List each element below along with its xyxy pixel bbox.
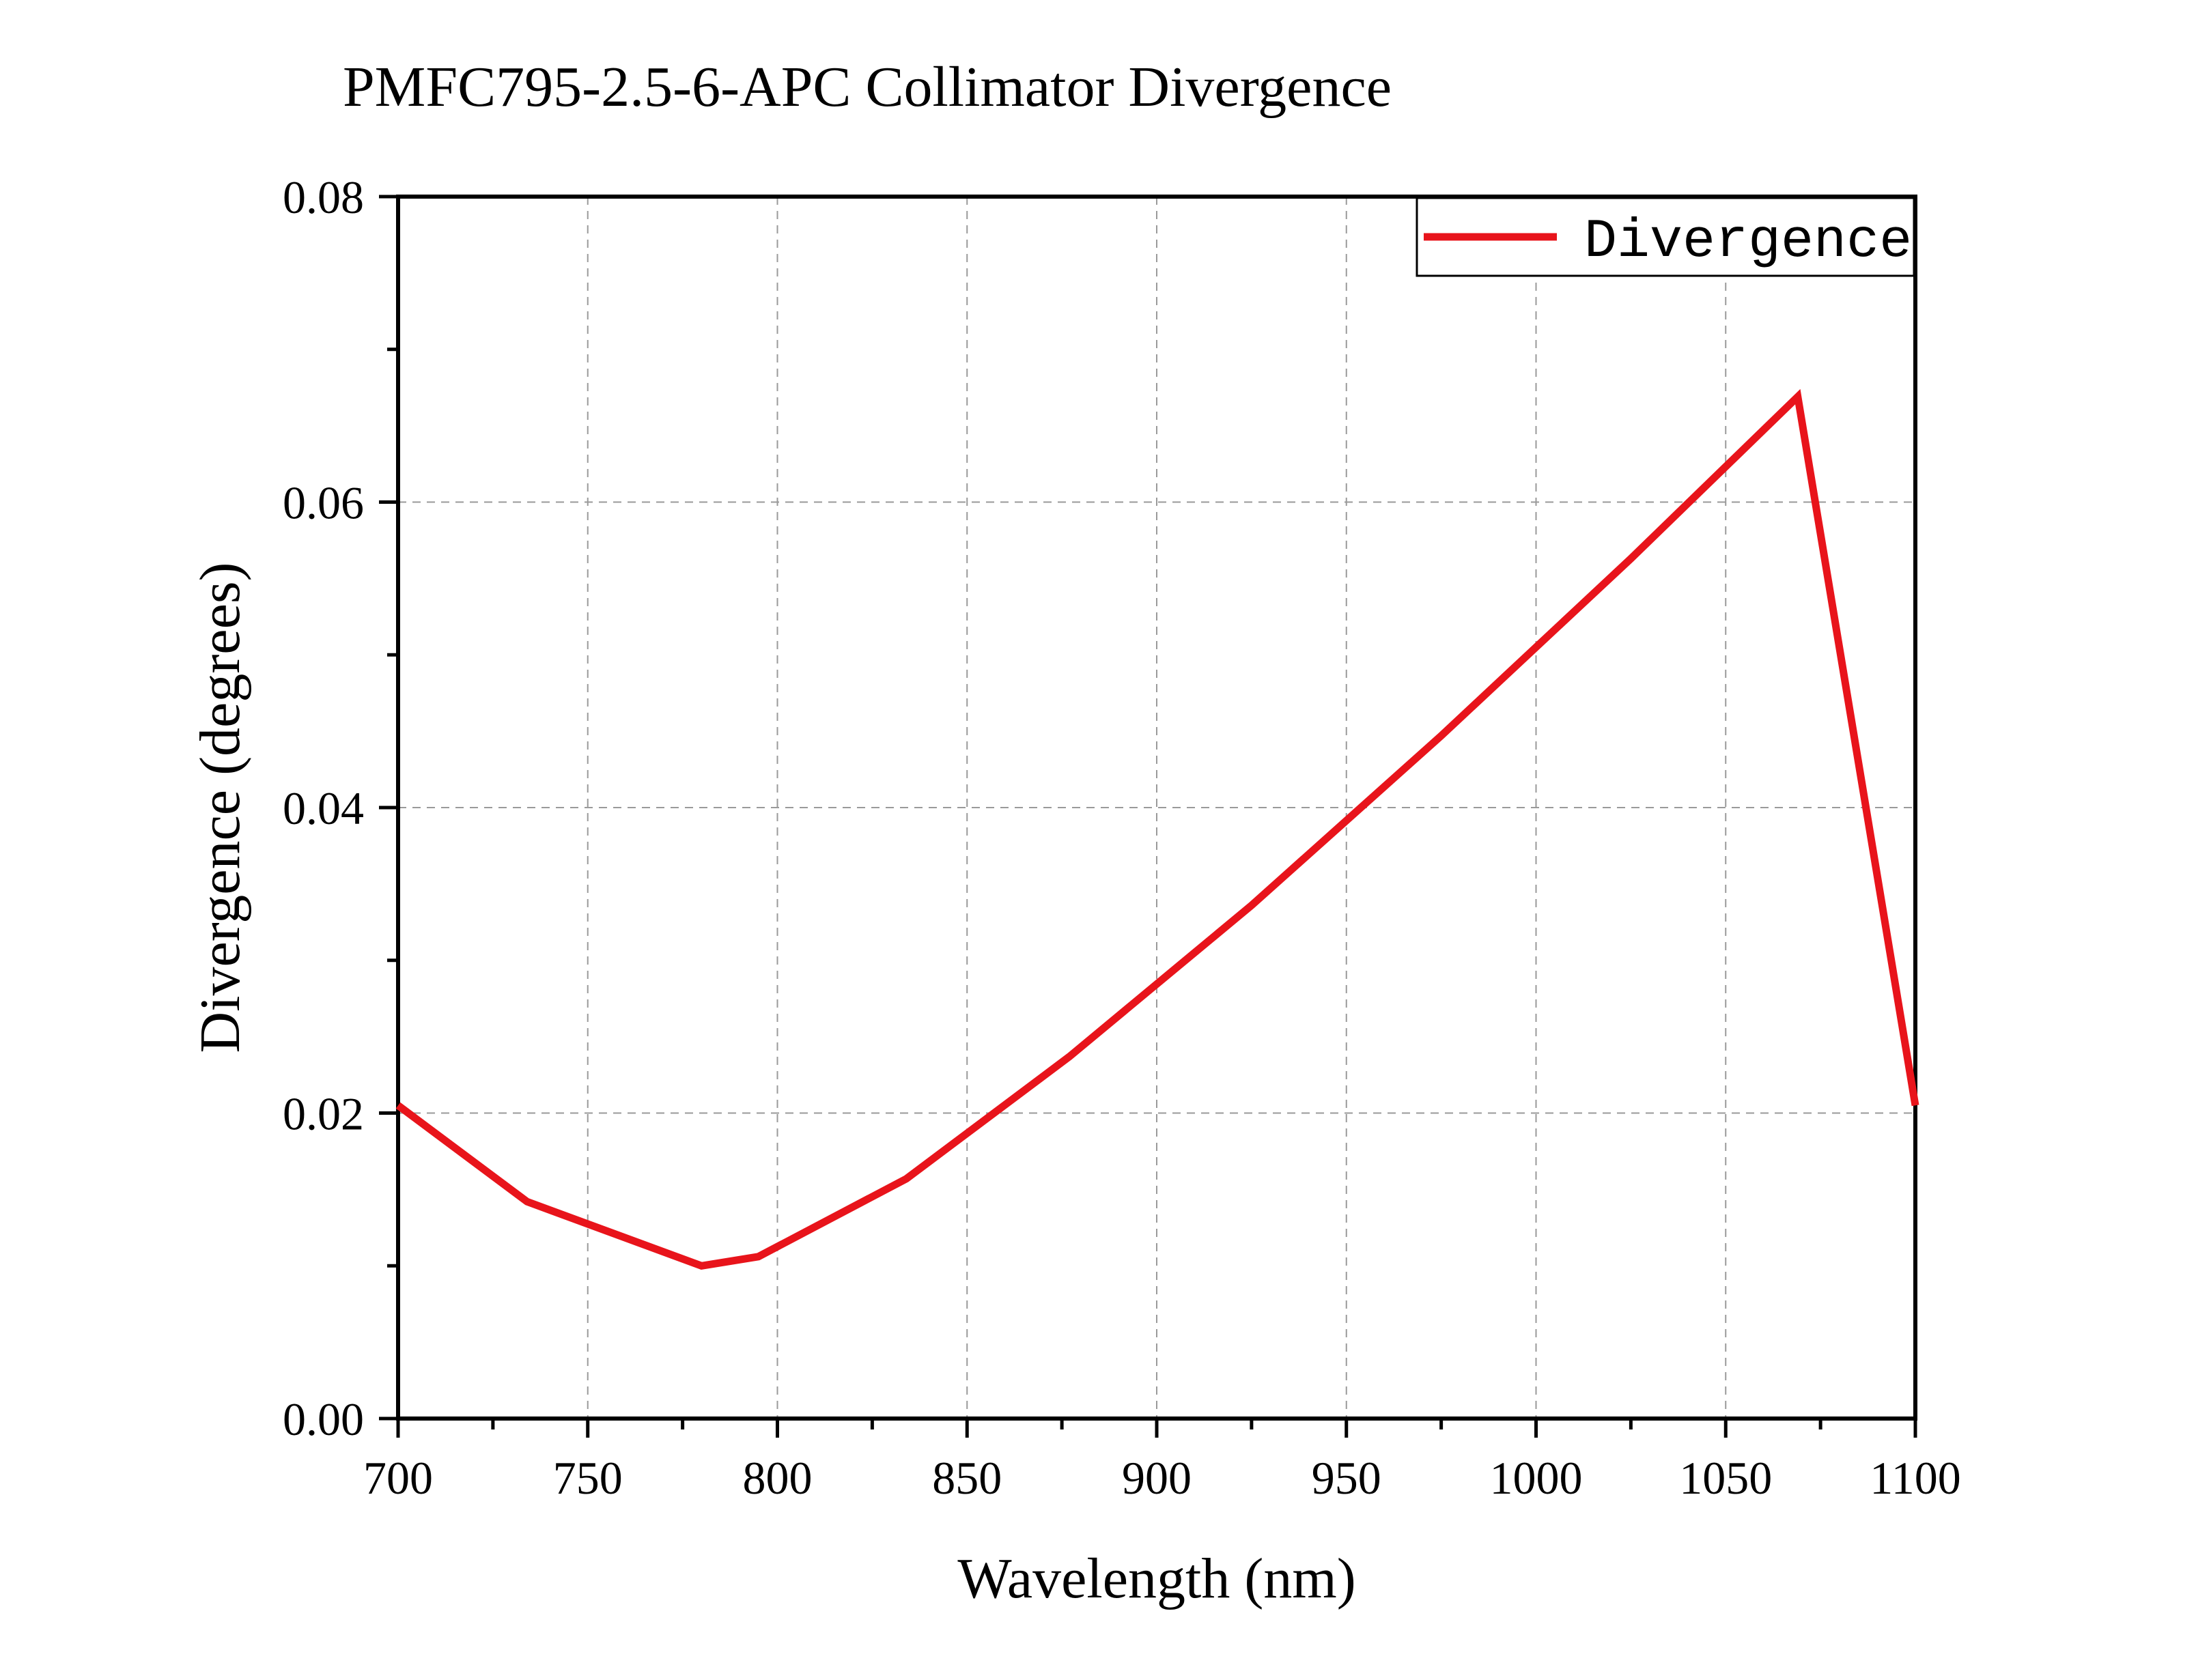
- x-tick-label: 1000: [1490, 1452, 1583, 1504]
- tick-labels: 700 750 800 850 900 950 1000 1050 1100 0.00 0.02 0.…: [283, 171, 1961, 1504]
- x-tick-label: 850: [932, 1452, 1002, 1504]
- y-tick-label: 0.02: [283, 1088, 364, 1140]
- series-layer: [395, 388, 1919, 1270]
- x-axis-label: Wavelength (nm): [957, 1547, 1355, 1610]
- legend-label: Divergence: [1584, 211, 1912, 273]
- minor-ticks: [387, 347, 1822, 1429]
- y-tick-label: 0.00: [283, 1393, 364, 1445]
- grid: [398, 197, 1915, 1419]
- x-tick-label: 1050: [1679, 1452, 1772, 1504]
- legend: Divergence: [1416, 197, 1915, 277]
- x-tick-label: 950: [1312, 1452, 1381, 1504]
- plot-frame: [396, 195, 1917, 1421]
- x-tick-label: 700: [363, 1452, 433, 1504]
- y-axis-label: Divergence (degrees): [188, 562, 252, 1053]
- x-tick-label: 900: [1122, 1452, 1192, 1504]
- major-ticks: [379, 195, 1917, 1438]
- series-line-divergence: [395, 388, 1919, 1270]
- y-tick-label: 0.06: [283, 477, 364, 529]
- chart-title: PMFC795-2.5-6-APC Collimator Divergence: [343, 55, 1392, 119]
- y-tick-label: 0.08: [283, 171, 364, 223]
- x-tick-label: 800: [743, 1452, 813, 1504]
- x-tick-label: 1100: [1870, 1452, 1960, 1504]
- x-tick-label: 750: [553, 1452, 623, 1504]
- y-tick-label: 0.04: [283, 782, 364, 834]
